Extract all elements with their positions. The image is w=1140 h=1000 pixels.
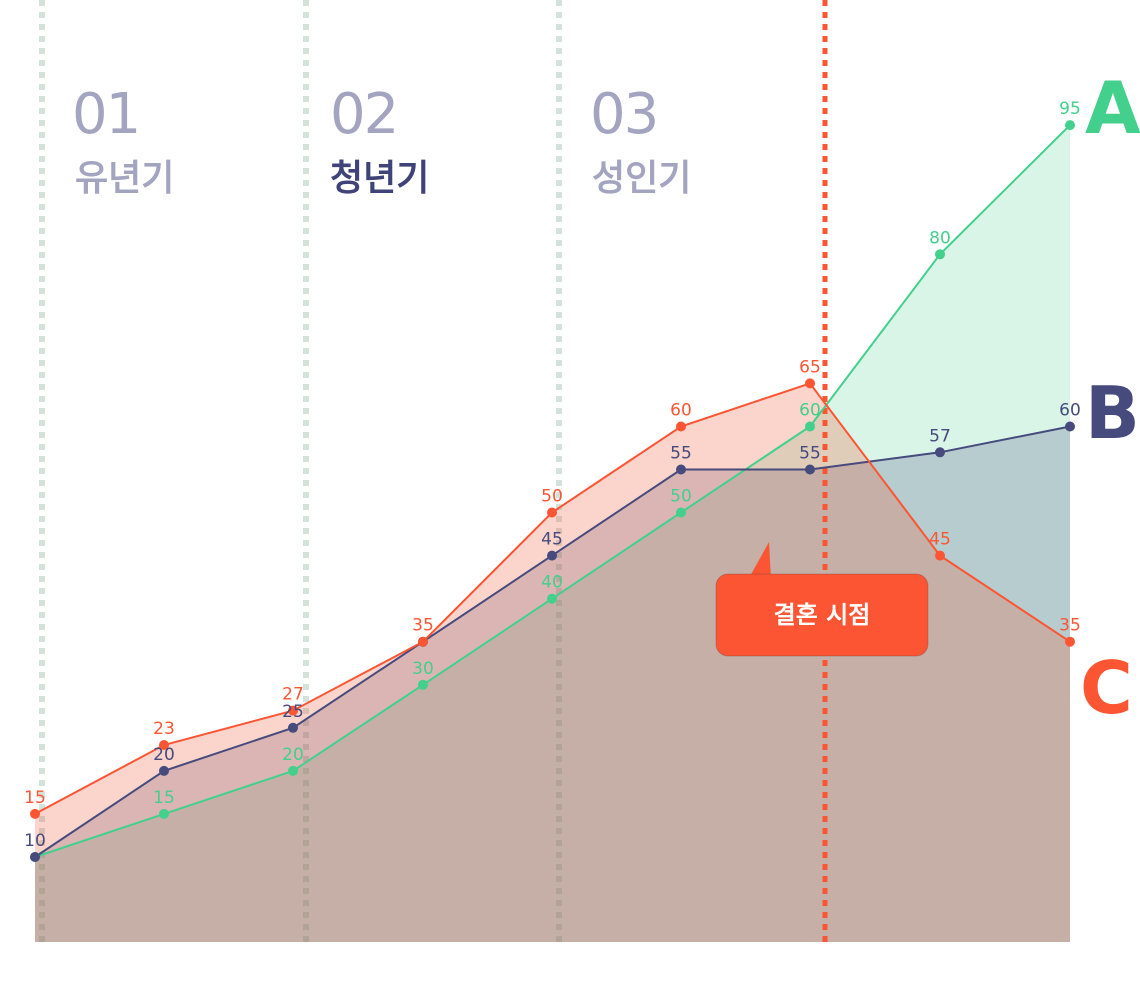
point-a-6: [805, 421, 815, 432]
point-c-4: [547, 507, 557, 518]
series-end-label-b: B: [1085, 371, 1140, 455]
point-a-7: [935, 249, 945, 260]
data-label-b-5: 55: [670, 444, 692, 464]
phase-name-1: 유년기: [75, 158, 174, 199]
callout-box: [715, 573, 929, 657]
point-a-4: [547, 593, 557, 604]
data-label-b-1: 20: [153, 745, 175, 765]
marriage-callout: 결혼 시점: [715, 542, 929, 657]
data-label-c-8: 35: [1059, 616, 1081, 636]
data-label-b-7: 57: [929, 426, 951, 446]
data-label-b-8: 60: [1059, 401, 1081, 421]
data-label-a-1: 15: [153, 788, 175, 808]
series-area-a: [35, 125, 1070, 943]
data-label-c-4: 50: [541, 487, 563, 507]
data-label-c-0: 15: [24, 788, 46, 808]
series-area-b: [35, 426, 1070, 942]
data-label-a-3: 30: [412, 659, 434, 679]
data-labels: 15 20 30 40 50 60 80 95 10 20 25 45 55 55 57 60 15 23 27 35…: [24, 99, 1081, 851]
point-c-1: [159, 740, 169, 750]
series-areas: [35, 125, 1070, 943]
data-label-c-1: 23: [153, 719, 175, 739]
series-area-c: [35, 383, 1070, 942]
point-b-2: [288, 722, 298, 733]
callout-pointer: [749, 542, 771, 578]
point-b-7: [935, 447, 945, 458]
phase-name-2: 청년기: [330, 158, 429, 199]
data-label-b-2: 25: [282, 702, 304, 722]
point-c-7: [935, 550, 945, 561]
data-label-a-5: 50: [670, 487, 692, 507]
point-b-1: [159, 765, 169, 776]
phase-name-3: 성인기: [592, 158, 691, 199]
data-label-b-0: 10: [24, 831, 46, 851]
data-label-a-8: 95: [1059, 99, 1081, 119]
data-label-c-6: 65: [799, 357, 821, 377]
phase-number-2: 02: [330, 82, 397, 147]
point-a-5: [676, 507, 686, 518]
data-label-c-3: 35: [412, 616, 434, 636]
point-b-4: [547, 550, 557, 561]
phase-number-3: 03: [590, 82, 657, 147]
data-label-c-5: 60: [670, 401, 692, 421]
point-c-6: [805, 378, 815, 389]
data-label-c-2: 27: [282, 685, 304, 705]
point-a-1: [159, 808, 169, 819]
data-label-a-4: 40: [541, 573, 563, 593]
point-a-3: [418, 679, 428, 690]
point-b-8: [1065, 421, 1075, 432]
data-label-b-4: 45: [541, 530, 563, 550]
data-label-c-7: 45: [929, 530, 951, 550]
callout-label: 결혼 시점: [774, 601, 871, 629]
point-a-8: [1065, 120, 1075, 131]
point-c-2: [288, 705, 298, 716]
point-c-0: [30, 808, 40, 819]
phase-number-1: 01: [72, 82, 139, 147]
data-label-a-6: 60: [799, 401, 821, 421]
point-c-8: [1065, 636, 1075, 647]
point-a-2: [288, 765, 298, 776]
data-label-a-7: 80: [929, 228, 951, 248]
series-points: [30, 120, 1075, 862]
series-end-label-a: A: [1085, 66, 1140, 150]
point-b-0: [30, 852, 40, 862]
point-c-5: [676, 421, 686, 432]
point-b-5: [676, 464, 686, 475]
series-end-label-c: C: [1080, 646, 1133, 730]
data-label-b-6: 55: [799, 444, 821, 464]
point-b-6: [805, 464, 815, 475]
point-c-3: [418, 636, 428, 647]
data-label-a-2: 20: [282, 745, 304, 765]
